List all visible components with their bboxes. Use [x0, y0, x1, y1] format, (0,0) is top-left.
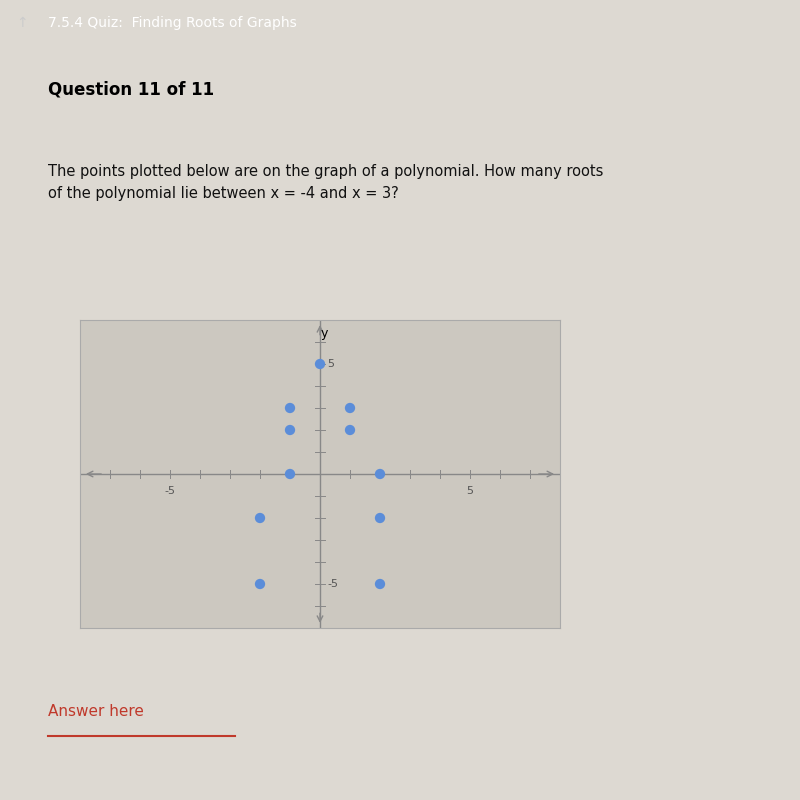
Point — [374, 467, 386, 480]
Point — [254, 578, 266, 590]
Text: The points plotted below are on the graph of a polynomial. How many roots
of the: The points plotted below are on the grap… — [48, 164, 603, 202]
Text: -5: -5 — [165, 486, 175, 496]
Point — [254, 512, 266, 525]
Text: 5: 5 — [466, 486, 474, 496]
Point — [344, 424, 357, 437]
Point — [283, 424, 296, 437]
Point — [344, 402, 357, 414]
Text: y: y — [321, 326, 328, 339]
Text: 5: 5 — [327, 359, 334, 369]
Point — [283, 467, 296, 480]
Point — [374, 578, 386, 590]
Point — [374, 512, 386, 525]
Point — [283, 402, 296, 414]
Text: Question 11 of 11: Question 11 of 11 — [48, 81, 214, 98]
Text: ↑: ↑ — [16, 16, 28, 30]
Point — [314, 358, 326, 370]
Text: -5: -5 — [327, 579, 338, 589]
Text: Answer here: Answer here — [48, 704, 144, 719]
Text: 7.5.4 Quiz:  Finding Roots of Graphs: 7.5.4 Quiz: Finding Roots of Graphs — [48, 16, 297, 30]
